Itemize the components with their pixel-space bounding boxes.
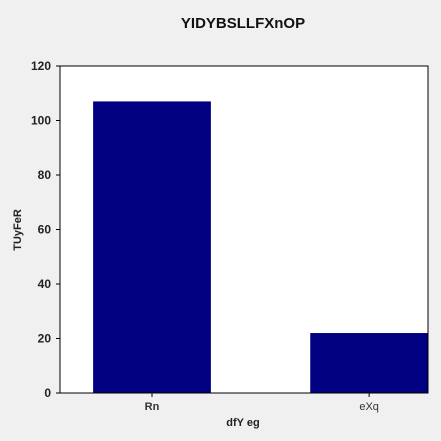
y-tick-label: 60 [38,223,52,237]
x-tick-label-eXq: eXq [359,401,379,413]
chart-title: YIDYBSLLFXnOP [181,15,305,32]
y-axis-label: TUyFeR [12,209,24,251]
y-tick-label: 100 [31,114,51,128]
y-tick-label: 0 [44,386,51,400]
bar-Rn [93,101,211,394]
y-tick-label: 120 [31,59,51,73]
y-tick-label: 40 [38,277,52,291]
x-axis-label: dfY eg [226,417,259,429]
x-tick-label-Rn: Rn [145,401,160,413]
y-tick-label: 20 [38,332,52,346]
bars-group [93,101,428,394]
y-tick-label: 80 [38,168,52,182]
x-axis-ticks: Rn eXq [145,393,379,413]
bar-eXq [310,333,428,393]
y-axis-ticks: 0 20 40 60 80 100 120 [31,59,60,400]
